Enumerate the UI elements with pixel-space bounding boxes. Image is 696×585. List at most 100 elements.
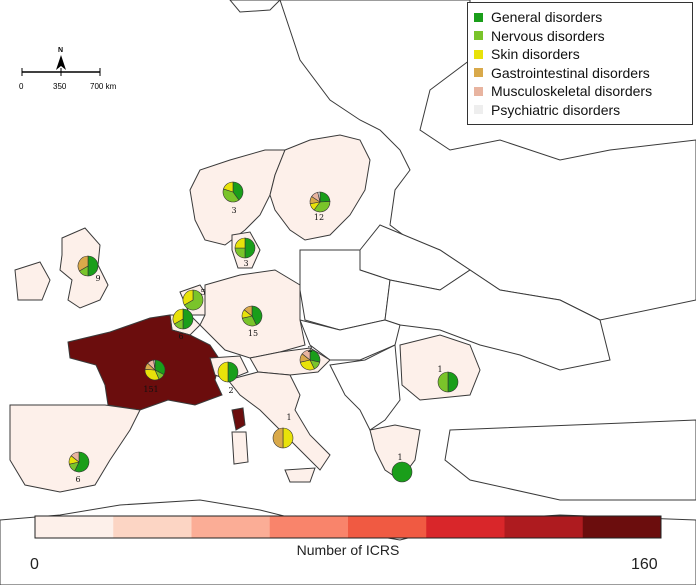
pie-sweden bbox=[309, 191, 331, 213]
north-label: N bbox=[58, 47, 63, 54]
pie-markers bbox=[68, 181, 459, 483]
colorbar-step bbox=[348, 516, 427, 538]
count-label: 6 bbox=[178, 332, 183, 341]
legend-swatch bbox=[474, 49, 483, 59]
legend-swatch bbox=[474, 105, 483, 115]
pie-slice bbox=[153, 359, 156, 371]
colorbar bbox=[34, 515, 662, 539]
pie-slice bbox=[222, 188, 240, 203]
pie-slice bbox=[243, 305, 253, 317]
country-count-labels: 151 6 9 6 5 15 2 2 1 3 3 12 1 1 bbox=[75, 206, 442, 484]
count-label: 5 bbox=[200, 288, 205, 297]
count-label: 3 bbox=[243, 259, 248, 268]
pie-slice bbox=[182, 289, 194, 306]
legend-item: Skin disorders bbox=[474, 45, 686, 64]
pie-slice bbox=[87, 255, 99, 277]
pie-france bbox=[144, 359, 166, 381]
island-corsica bbox=[231, 407, 246, 431]
count-label: 1 bbox=[286, 413, 291, 422]
pie-slice bbox=[244, 237, 256, 259]
count-label: 2 bbox=[228, 386, 233, 395]
legend-label: Gastrointestinal disorders bbox=[491, 64, 650, 81]
legend-item: Psychiatric disorders bbox=[474, 101, 686, 120]
count-label: 6 bbox=[75, 475, 80, 484]
legend: General disorders Nervous disorders Skin… bbox=[467, 2, 693, 125]
colorbar-step bbox=[35, 516, 114, 538]
pie-slice bbox=[182, 308, 194, 330]
country-italy bbox=[227, 371, 331, 471]
legend-item: Musculoskeletal disorders bbox=[474, 82, 686, 101]
pie-italy bbox=[272, 427, 294, 449]
island-sicily bbox=[284, 467, 316, 483]
pie-slice bbox=[70, 451, 80, 463]
count-label: 151 bbox=[143, 385, 158, 394]
legend-label: Nervous disorders bbox=[491, 27, 605, 44]
pie-slice bbox=[74, 451, 90, 473]
pie-greece bbox=[391, 461, 413, 483]
pie-slice bbox=[234, 237, 246, 249]
pie-slice bbox=[251, 305, 263, 326]
pie-slice bbox=[172, 308, 184, 325]
country-france bbox=[67, 314, 223, 411]
colorbar-step bbox=[113, 516, 192, 538]
pie-switzerland bbox=[217, 361, 239, 383]
pie-slice bbox=[317, 191, 321, 203]
country-sweden bbox=[269, 134, 371, 241]
colorbar-step bbox=[269, 516, 349, 538]
count-label: 1 bbox=[397, 453, 402, 462]
pie-romania bbox=[437, 371, 459, 393]
pie-netherlands bbox=[182, 289, 204, 311]
legend-label: Psychiatric disorders bbox=[491, 101, 621, 118]
pie-slice bbox=[272, 427, 284, 449]
legend-item: Nervous disorders bbox=[474, 27, 686, 46]
colorbar-step bbox=[582, 516, 662, 538]
pie-norway bbox=[222, 181, 244, 203]
legend-swatch bbox=[474, 31, 483, 41]
legend-item: Gastrointestinal disorders bbox=[474, 64, 686, 83]
count-label: 9 bbox=[95, 274, 100, 283]
legend-item: General disorders bbox=[474, 8, 686, 27]
data-countries bbox=[9, 134, 481, 493]
pie-germany bbox=[241, 305, 263, 327]
pie-slice bbox=[223, 181, 234, 193]
country-spain bbox=[9, 404, 141, 493]
pie-austria bbox=[299, 349, 321, 371]
legend-swatch bbox=[474, 86, 483, 96]
scale-tick-2: 700 km bbox=[90, 82, 117, 91]
colorbar-step bbox=[504, 516, 584, 538]
country-romania bbox=[399, 334, 481, 401]
turkey-land bbox=[444, 419, 696, 501]
ukraine-land bbox=[384, 269, 611, 371]
scale-tick-0: 0 bbox=[19, 82, 24, 91]
pie-slice bbox=[391, 461, 413, 483]
count-label: 12 bbox=[314, 213, 324, 222]
scale-bar: 0 350 700 km N bbox=[19, 47, 117, 91]
pie-slice bbox=[183, 289, 204, 311]
pie-united-kingdom bbox=[77, 255, 99, 277]
island-sardinia bbox=[231, 431, 249, 465]
pie-slice bbox=[437, 371, 449, 393]
pie-denmark bbox=[234, 237, 256, 259]
count-label: 2 bbox=[307, 345, 312, 354]
pie-spain bbox=[68, 451, 90, 473]
pie-slice bbox=[232, 181, 244, 201]
pie-belgium bbox=[172, 308, 194, 330]
colorbar-title: Number of ICRS bbox=[296, 542, 400, 558]
count-label: 1 bbox=[437, 365, 442, 374]
north-arrow-icon bbox=[56, 55, 66, 70]
iceland-ish-small bbox=[229, 0, 281, 13]
scale-tick-1: 350 bbox=[53, 82, 67, 91]
legend-label: General disorders bbox=[491, 9, 603, 26]
pie-slice bbox=[217, 361, 229, 383]
pie-slice bbox=[313, 201, 331, 213]
pie-slice bbox=[301, 349, 311, 361]
count-label: 3 bbox=[231, 206, 236, 215]
legend-swatch bbox=[474, 68, 483, 78]
colorbar-max-label: 160 bbox=[631, 556, 658, 573]
pie-slice bbox=[282, 427, 294, 449]
colorbar-frame bbox=[34, 515, 662, 539]
colorbar-step bbox=[191, 516, 271, 538]
legend-label: Skin disorders bbox=[491, 46, 580, 63]
